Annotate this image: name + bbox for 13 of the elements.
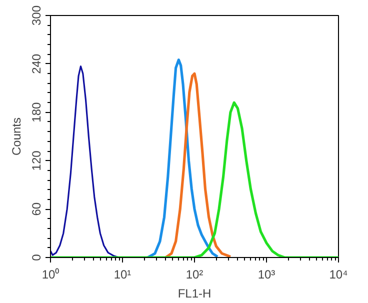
x-tick-label: 10⁰	[42, 268, 60, 282]
x-tick-label: 10⁴	[329, 268, 348, 282]
y-tick-label: 300	[30, 5, 44, 26]
x-tick-label: 10³	[258, 268, 276, 282]
y-tick-label: 120	[30, 150, 44, 171]
y-axis-title: Counts	[10, 117, 24, 156]
x-axis-title: FL1-H	[178, 286, 212, 300]
y-tick-label: 60	[30, 202, 44, 216]
y-tick-label: 180	[30, 102, 44, 122]
x-tick-label: 10¹	[114, 268, 132, 282]
y-tick-label: 0	[30, 254, 44, 261]
x-tick-label: 10²	[186, 268, 204, 282]
y-tick-label: 240	[30, 54, 44, 74]
